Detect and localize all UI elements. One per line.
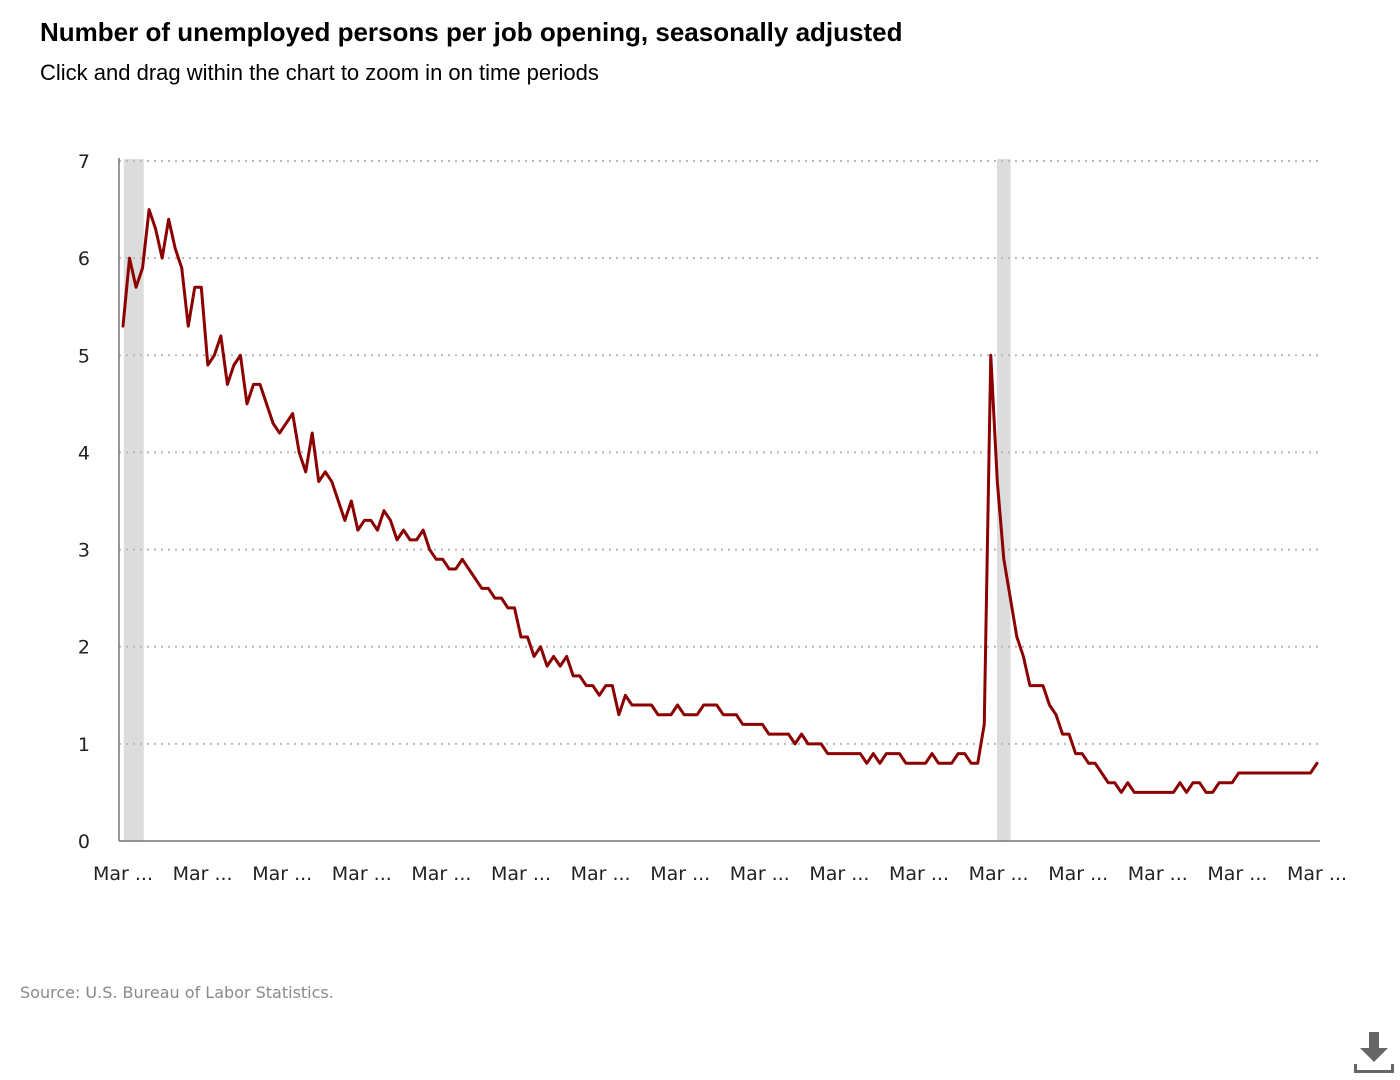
x-tick-label: Mar ... [173, 863, 233, 885]
axes [118, 158, 1320, 842]
y-tick-label: 3 [78, 540, 90, 562]
x-tick-label: Mar ... [1128, 863, 1188, 885]
y-tick-label: 0 [78, 831, 90, 853]
x-tick-label: Mar ... [730, 863, 790, 885]
x-tick-label: Mar ... [1207, 863, 1267, 885]
y-tick-label: 4 [78, 442, 90, 464]
x-tick-label: Mar ... [332, 863, 392, 885]
x-tick-label: Mar ... [1048, 863, 1108, 885]
x-tick-label: Mar ... [93, 863, 153, 885]
y-axis-ticks: 0 1 2 3 4 5 6 7 [78, 151, 90, 853]
x-tick-label: Mar ... [252, 863, 312, 885]
x-tick-label: Mar ... [969, 863, 1029, 885]
recession-shading-layer [123, 159, 1011, 841]
x-tick-label: Mar ... [411, 863, 471, 885]
recession-band-1 [123, 159, 144, 841]
x-tick-label: Mar ... [1287, 863, 1347, 885]
chart-subtitle: Click and drag within the chart to zoom … [40, 60, 599, 85]
x-tick-label: Mar ... [650, 863, 710, 885]
y-tick-label: 7 [78, 151, 90, 173]
x-tick-label: Mar ... [571, 863, 631, 885]
download-icon [1354, 1032, 1394, 1073]
x-tick-label: Mar ... [889, 863, 949, 885]
x-tick-label: Mar ... [809, 863, 869, 885]
series-layer [121, 208, 1319, 794]
y-tick-label: 5 [78, 345, 90, 367]
y-tick-label: 6 [78, 248, 90, 270]
source-note: Source: U.S. Bureau of Labor Statistics. [20, 983, 334, 1002]
chart-title: Number of unemployed persons per job ope… [40, 17, 903, 47]
recession-band-2 [997, 159, 1011, 841]
series-line-1 [121, 208, 1319, 794]
download-button[interactable] [1352, 1030, 1396, 1074]
x-axis-ticks: Mar ... Mar ... Mar ... Mar ... Mar ... Mar .… [93, 863, 1347, 885]
y-tick-label: 2 [78, 637, 90, 659]
y-tick-label: 1 [78, 734, 90, 756]
x-tick-label: Mar ... [491, 863, 551, 885]
